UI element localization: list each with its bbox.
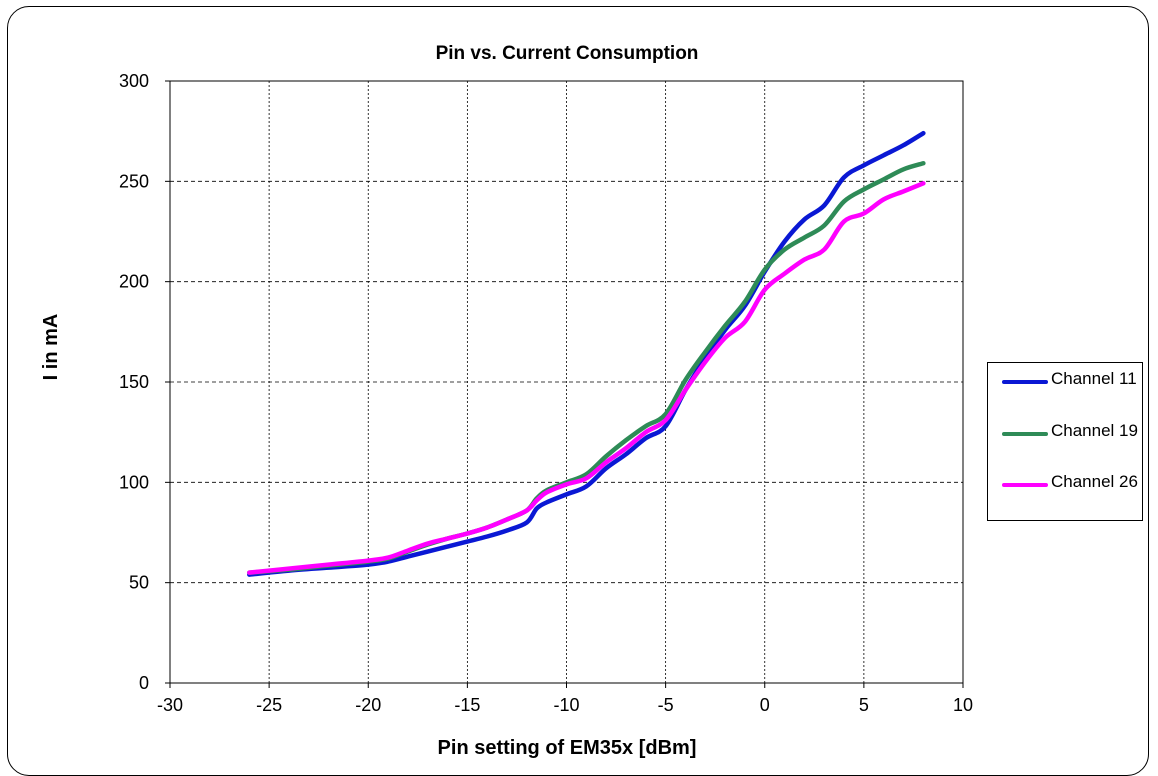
series-line-channel-26: [247, 181, 926, 575]
y-tick-label: 50: [129, 573, 149, 593]
series-lines: [247, 130, 926, 577]
x-tick-label: -30: [157, 695, 183, 715]
y-tick-label: 200: [119, 272, 149, 292]
legend-item-channel-26: Channel 26: [988, 470, 1142, 522]
x-tick-label: -5: [658, 695, 674, 715]
x-tick-label: 10: [953, 695, 973, 715]
legend-item-channel-19: Channel 19: [988, 419, 1142, 471]
legend-swatch: [1002, 380, 1048, 384]
x-tick-label: 5: [859, 695, 869, 715]
series-line-channel-19: [247, 161, 926, 575]
y-axis-label: I in mA: [40, 314, 62, 381]
legend: Channel 11 Channel 19 Channel 26: [987, 362, 1143, 521]
legend-label: Channel 26: [1051, 472, 1138, 491]
y-tick-label: 300: [119, 71, 149, 91]
y-tick-label: 0: [139, 673, 149, 693]
grid: [170, 81, 963, 683]
y-tick-label: 250: [119, 171, 149, 191]
chart-title: Pin vs. Current Consumption: [436, 43, 699, 64]
legend-label: Channel 19: [1051, 421, 1138, 440]
legend-label: Channel 11: [1051, 369, 1137, 388]
series-line-channel-11: [247, 130, 926, 577]
legend-swatch: [1002, 432, 1048, 436]
legend-swatch: [1002, 483, 1048, 487]
legend-item-channel-11: Channel 11: [988, 367, 1142, 419]
y-tick-label: 100: [119, 472, 149, 492]
x-tick-label: -15: [454, 695, 480, 715]
y-tick-label: 150: [119, 372, 149, 392]
x-tick-label: -20: [355, 695, 381, 715]
x-tick-label: -25: [256, 695, 282, 715]
x-tick-label: -10: [553, 695, 579, 715]
x-axis-label: Pin setting of EM35x [dBm]: [438, 737, 697, 759]
x-tick-label: 0: [760, 695, 770, 715]
